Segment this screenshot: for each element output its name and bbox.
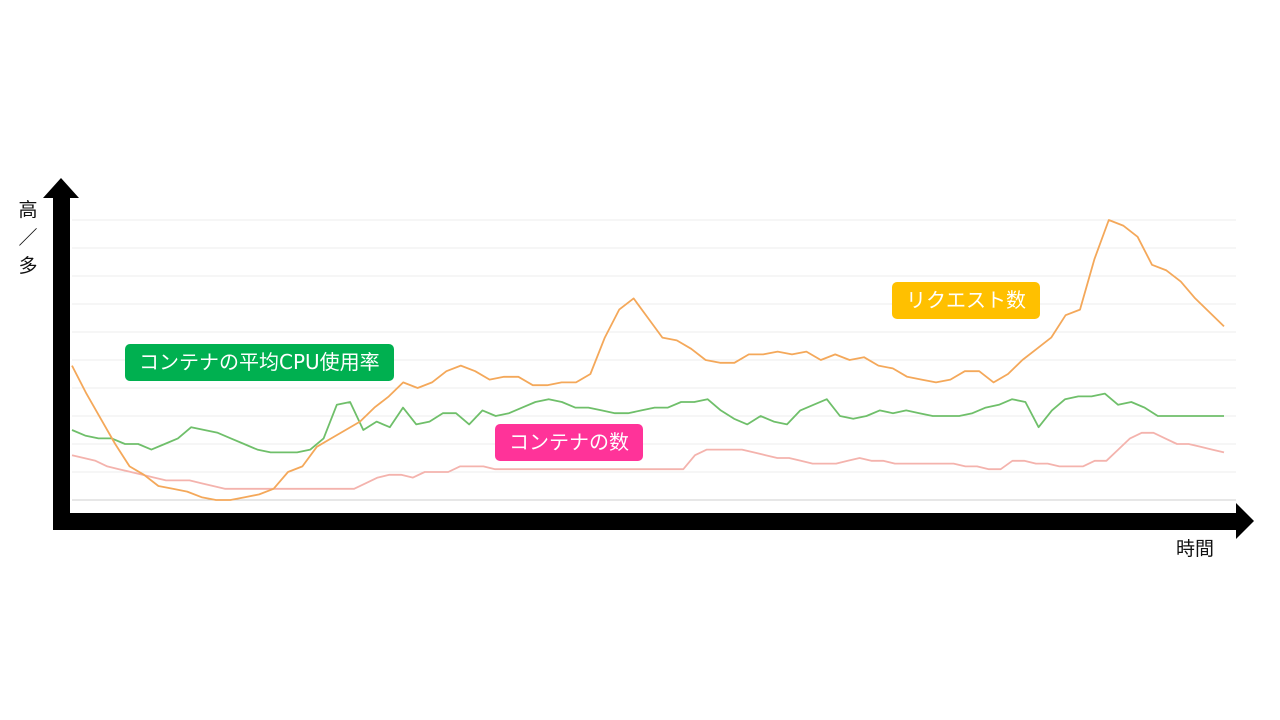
- y-axis-arrowhead: [43, 178, 79, 198]
- axes: [43, 178, 1254, 539]
- y-axis-label: 高 ／ 多: [17, 196, 39, 280]
- y-axis: [53, 196, 70, 530]
- legend-label-requests: リクエスト数: [892, 282, 1040, 319]
- legend-label-containers: コンテナの数: [495, 424, 643, 461]
- y-axis-label-part: 高: [18, 199, 38, 221]
- x-axis-label: 時間: [1176, 538, 1215, 560]
- series-line-requests: [71, 219, 1225, 501]
- x-axis-arrowhead: [1236, 503, 1254, 539]
- series-line-cpu: [71, 392, 1224, 454]
- series-line-containers: [71, 431, 1225, 490]
- legend-label-cpu: コンテナの平均CPU使用率: [125, 344, 394, 381]
- y-axis-label-part: 多: [18, 255, 38, 277]
- y-axis-label-part: ／: [18, 227, 38, 249]
- x-axis: [53, 513, 1238, 530]
- series-lines: [71, 219, 1225, 501]
